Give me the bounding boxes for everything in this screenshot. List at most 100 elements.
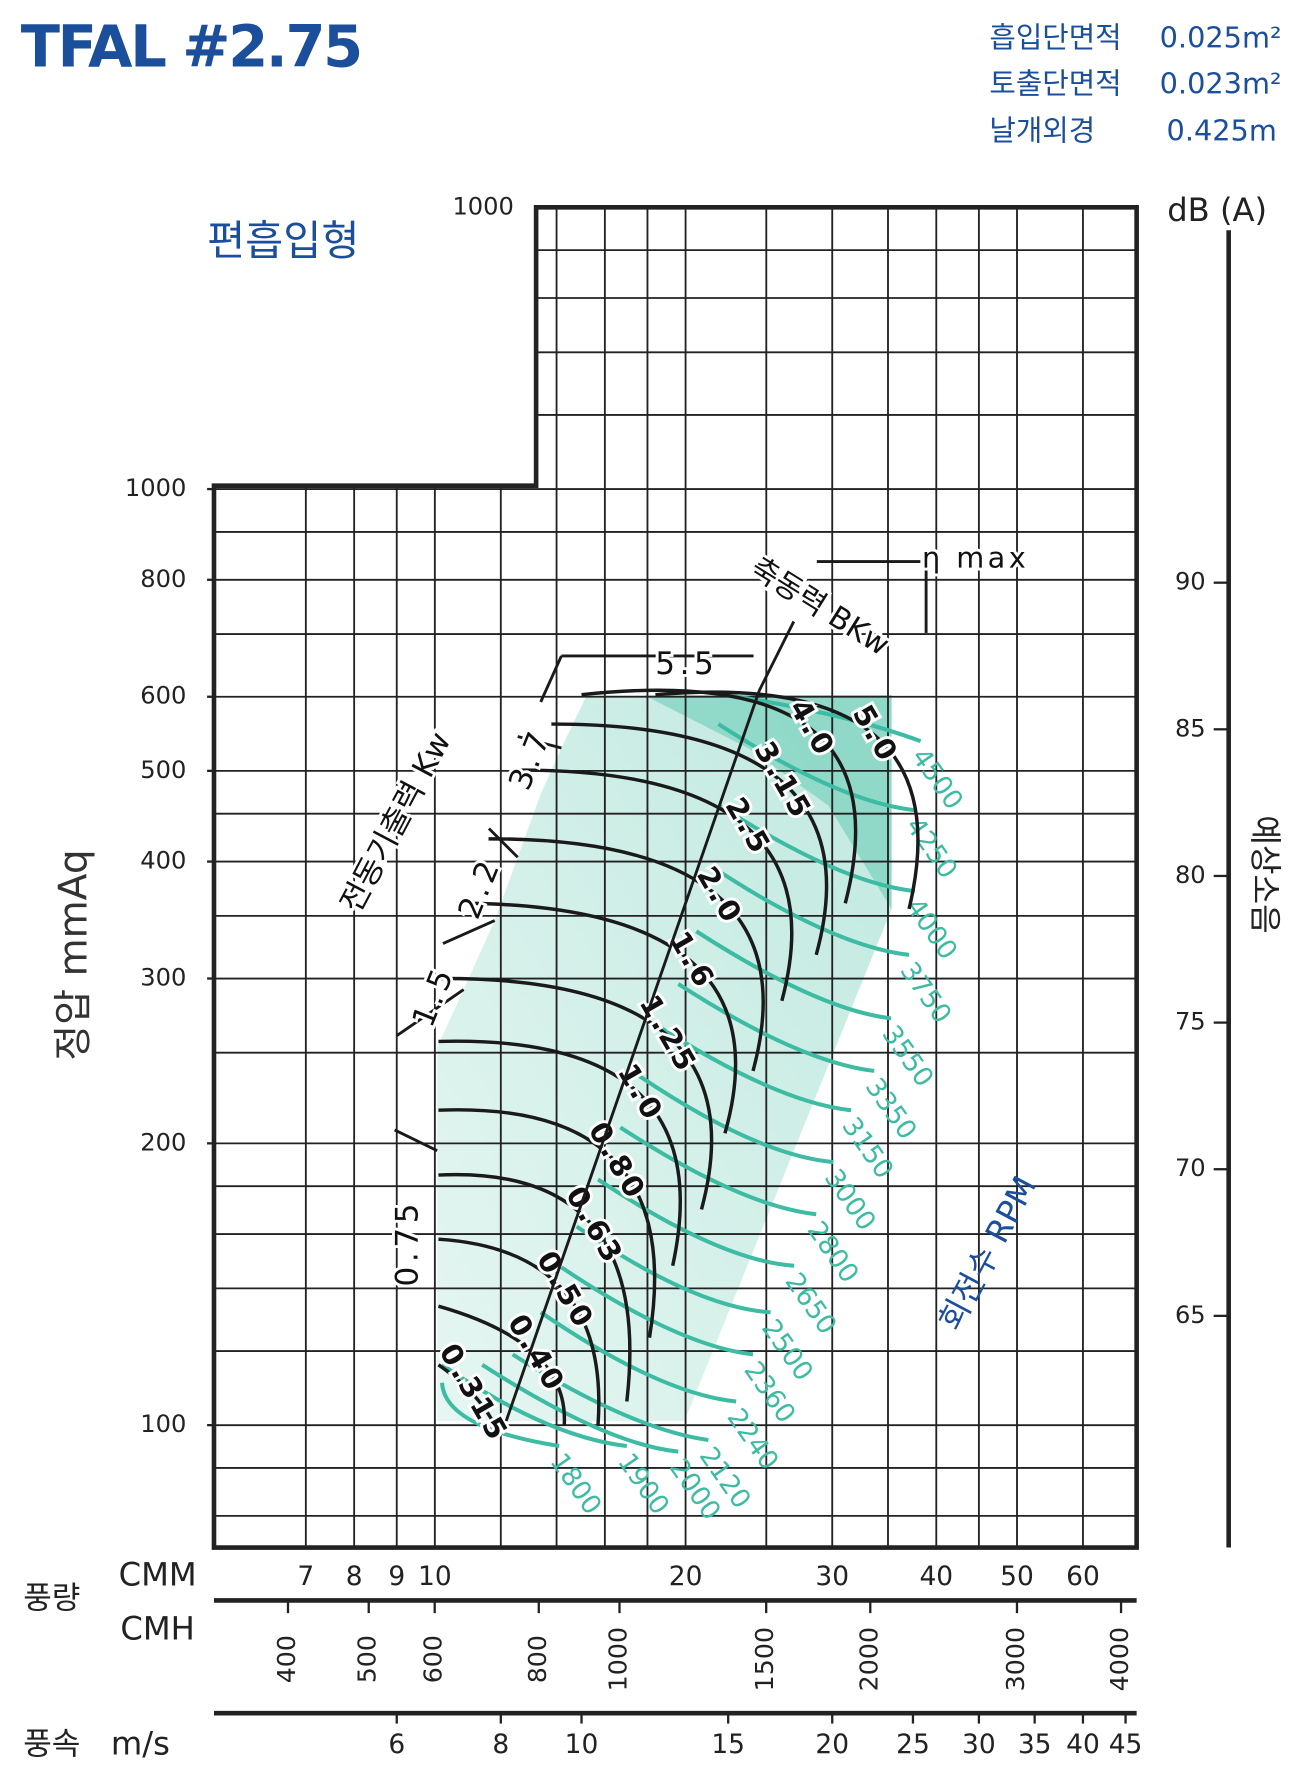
- rpm-curve: [596, 1177, 795, 1268]
- x3-tick-label: 20: [815, 1729, 849, 1760]
- rpm-axis-title: 회전수 RPM: [931, 1170, 1044, 1337]
- power-curve: [438, 1039, 682, 1267]
- rpm-label: 1900: [611, 1447, 675, 1520]
- x3-tick-label: 25: [896, 1729, 930, 1760]
- x2-tick-label: 3000: [1001, 1627, 1030, 1691]
- flow-label: 풍량: [23, 1580, 80, 1616]
- rpm-curve: [440, 1382, 560, 1448]
- rpm-curve: [440, 1363, 628, 1448]
- power-curve: [655, 690, 920, 910]
- x3-tick-label: 10: [565, 1729, 599, 1760]
- rpm-curve: [654, 1022, 852, 1113]
- power-curve: [437, 1304, 567, 1426]
- y-tick-label: 200: [140, 1128, 186, 1156]
- spec-label: 토출단면적: [989, 66, 1121, 100]
- y2-tick-label: 85: [1175, 714, 1206, 742]
- x3-axis-title: m/s: [111, 1724, 170, 1762]
- leader-line: [758, 620, 796, 692]
- rpm-curve: [511, 1352, 709, 1443]
- x-tick-label: 40: [919, 1561, 953, 1592]
- y-tick-label: 400: [140, 847, 186, 875]
- x-tick-label: 20: [669, 1561, 703, 1592]
- x-tick-label: 9: [388, 1561, 405, 1592]
- spec-label: 날개외경: [989, 114, 1095, 148]
- x2-tick-label: 500: [353, 1635, 382, 1683]
- y2-tick-label: 80: [1175, 861, 1206, 889]
- power-curve: [551, 722, 829, 956]
- y-tick-label: 600: [140, 682, 186, 710]
- x-axis-title: CMM: [119, 1555, 197, 1593]
- x3-tick-label: 15: [711, 1729, 745, 1760]
- x-tick-label: 60: [1066, 1561, 1100, 1592]
- top-tick-label: 1000: [452, 192, 513, 220]
- rpm-label: 1800: [544, 1447, 608, 1520]
- x-tick-label: 50: [1000, 1561, 1034, 1592]
- y-tick-label: 100: [140, 1410, 186, 1438]
- spec-label: 흡입단면적: [989, 20, 1121, 54]
- y-tick-label: 300: [140, 964, 186, 992]
- y-tick-label: 800: [140, 565, 186, 593]
- leader-line: [393, 1128, 438, 1152]
- subtitle: 편흡입형: [207, 217, 359, 265]
- leader-line: [504, 690, 761, 1422]
- y2-tick-label: 70: [1175, 1154, 1206, 1182]
- motor-output-label: 5.5: [655, 646, 718, 682]
- x2-tick-label: 400: [272, 1635, 301, 1683]
- rpm-curve: [717, 803, 916, 894]
- leader-line: [539, 655, 563, 703]
- x-tick-label: 8: [346, 1561, 363, 1592]
- rpm-label: 4250: [899, 812, 963, 885]
- power-curve: [438, 1108, 657, 1338]
- rpm-curve: [717, 722, 916, 813]
- rpm-curve: [638, 1074, 834, 1165]
- y2-axis-unit: dB (A): [1167, 191, 1267, 229]
- y2-tick-label: 75: [1175, 1008, 1206, 1036]
- operating-region: [437, 695, 892, 1422]
- title: TFAL #2.75: [21, 13, 361, 80]
- y2-tick-label: 90: [1175, 568, 1206, 596]
- rpm-curve: [619, 1125, 817, 1217]
- specs: 흡입단면적 0.025m² 토출단면적 0.023m² 날개외경 0.425m: [989, 20, 1281, 147]
- x3-tick-label: 45: [1109, 1729, 1143, 1760]
- power-curve: [438, 1237, 601, 1426]
- x2-tick-label: 1500: [750, 1627, 779, 1691]
- x3-tick-label: 6: [388, 1729, 405, 1760]
- x2-axis-title: CMH: [120, 1609, 194, 1647]
- leader-line: [396, 988, 465, 1037]
- power-curve: [518, 768, 794, 1002]
- power-curve: [581, 688, 858, 904]
- x-tick-label: 30: [815, 1561, 849, 1592]
- x2-tick-label: 1000: [604, 1627, 633, 1691]
- eta-max-label: η max: [922, 540, 1029, 574]
- leader-line: [442, 919, 496, 945]
- power-curve: [438, 1172, 632, 1402]
- y-axis-title: 정압 mmAq: [51, 849, 96, 1060]
- x-tick-label: 7: [297, 1561, 314, 1592]
- x2-tick-label: 800: [523, 1635, 552, 1683]
- x2-tick-label: 600: [419, 1635, 448, 1683]
- rpm-curve: [724, 692, 922, 743]
- rpm-label: 3750: [894, 956, 958, 1029]
- x3-tick-label: 8: [492, 1729, 509, 1760]
- rpm-curve: [481, 1363, 679, 1454]
- x-tick-label: 10: [418, 1561, 452, 1592]
- rpm-curve: [539, 1310, 737, 1404]
- y-tick-label: 1000: [125, 474, 186, 502]
- leader-line: [517, 735, 562, 750]
- power-curve: [438, 976, 714, 1210]
- x3-tick-label: 35: [1018, 1729, 1052, 1760]
- leader-line: [487, 827, 519, 859]
- power-curve: [437, 1363, 497, 1426]
- spec-value: 0.025m²: [1160, 20, 1282, 54]
- plot-frame: [211, 204, 1139, 1550]
- x2-tick-label: 2000: [854, 1627, 883, 1691]
- spec-value: 0.023m²: [1160, 66, 1282, 100]
- power-curve: [459, 901, 738, 1134]
- x3-tick-label: 40: [1066, 1729, 1100, 1760]
- spec-value: 0.425m: [1167, 114, 1277, 148]
- rpm-curve: [558, 1264, 754, 1357]
- y2-axis-title: 예상소음: [1246, 815, 1284, 934]
- power-curve: [488, 837, 765, 1072]
- x2-tick-label: 4000: [1105, 1627, 1134, 1691]
